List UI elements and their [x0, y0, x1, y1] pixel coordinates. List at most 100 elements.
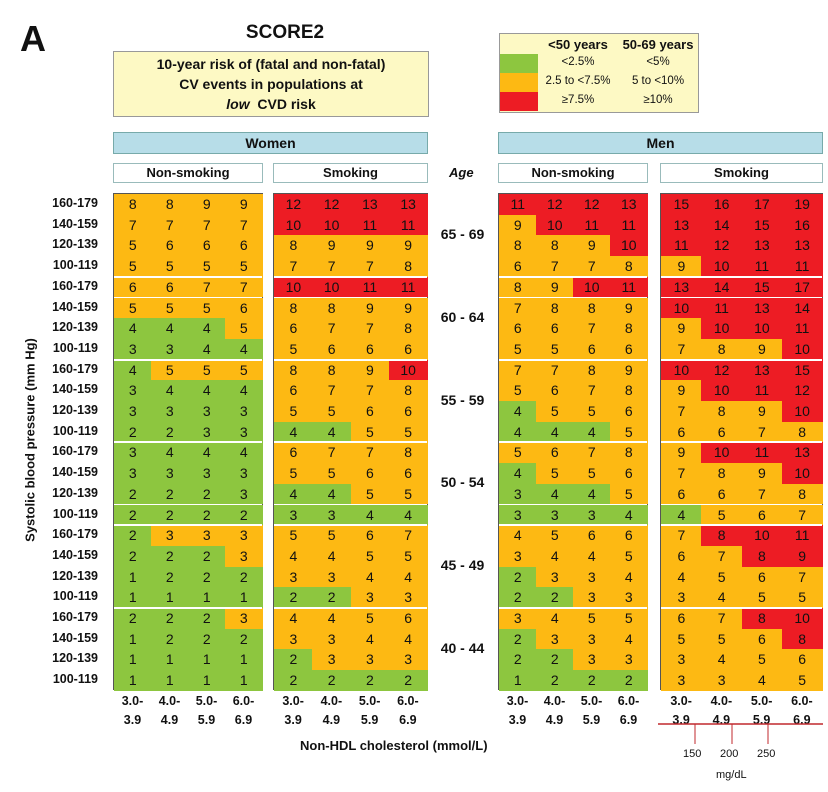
risk-cell-women-smoking: 9: [350, 359, 390, 381]
risk-cell-women-smoking: 7: [312, 442, 351, 464]
risk-cell-women-nonsmoking: 2: [151, 504, 189, 526]
risk-cell-women-nonsmoking: 4: [225, 442, 263, 464]
risk-cell-men-nonsmoking: 2: [499, 587, 537, 608]
risk-cell-men-smoking: 10: [781, 401, 823, 422]
risk-cell-men-smoking: 9: [741, 338, 783, 360]
risk-cell-men-nonsmoking: 5: [610, 421, 648, 443]
risk-cell-women-nonsmoking: 9: [188, 194, 226, 215]
risk-cell-women-smoking: 3: [388, 587, 428, 608]
risk-cell-women-smoking: 7: [388, 525, 428, 546]
risk-cell-men-nonsmoking: 7: [573, 442, 611, 464]
risk-cell-men-nonsmoking: 8: [573, 359, 611, 381]
cholesterol-tick-label: 5.9: [360, 713, 379, 727]
risk-cell-men-nonsmoking: 2: [573, 670, 611, 691]
risk-cell-men-nonsmoking: 10: [573, 276, 611, 298]
risk-cell-men-smoking: 15: [781, 359, 823, 381]
risk-cell-men-smoking: 13: [741, 359, 783, 381]
risk-cell-men-nonsmoking: 9: [573, 235, 611, 257]
risk-cell-men-nonsmoking: 5: [610, 545, 648, 567]
risk-cell-men-nonsmoking: 3: [610, 649, 648, 671]
risk-cell-women-nonsmoking: 6: [188, 235, 226, 257]
risk-cell-men-smoking: 5: [701, 566, 742, 588]
risk-cell-men-nonsmoking: 5: [573, 401, 611, 422]
risk-cell-women-nonsmoking: 5: [225, 256, 263, 277]
risk-cell-men-smoking: 13: [741, 297, 783, 319]
risk-cell-men-smoking: 11: [661, 235, 702, 257]
risk-cell-men-smoking: 5: [701, 504, 742, 526]
risk-cell-women-smoking: 6: [350, 463, 390, 484]
age-separator: [499, 607, 647, 609]
risk-cell-women-nonsmoking: 2: [151, 545, 189, 567]
description-line-1: 10-year risk of (fatal and non-fatal): [156, 56, 386, 72]
risk-cell-men-smoking: 13: [741, 235, 783, 257]
legend-low-50-69: <5%: [646, 56, 670, 68]
risk-cell-women-smoking: 6: [388, 608, 428, 629]
risk-cell-women-smoking: 11: [350, 214, 390, 236]
risk-cell-men-smoking: 4: [741, 670, 783, 691]
risk-cell-women-nonsmoking: 1: [188, 587, 226, 608]
risk-cell-men-nonsmoking: 3: [536, 566, 574, 588]
grid-men-smoking: 15 16 17 19 13 14 15 16 11 12 13 13 9 10 11 11 13 14 15 17 1…: [660, 193, 823, 691]
risk-cell-women-nonsmoking: 4: [114, 359, 152, 381]
bp-label: 140-159: [52, 547, 98, 562]
risk-cell-men-smoking: 11: [781, 256, 823, 277]
risk-cell-women-smoking: 13: [388, 194, 428, 215]
risk-cell-women-nonsmoking: 1: [225, 670, 263, 691]
risk-cell-men-smoking: 13: [661, 276, 702, 298]
risk-cell-men-nonsmoking: 5: [610, 483, 648, 505]
risk-cell-women-smoking: 4: [274, 421, 313, 443]
risk-cell-men-nonsmoking: 4: [536, 483, 574, 505]
women-header: Women: [113, 132, 428, 154]
cholesterol-tick-label: 6.9: [399, 713, 417, 727]
risk-cell-men-nonsmoking: 6: [573, 525, 611, 546]
risk-cell-women-smoking: 9: [312, 235, 351, 257]
risk-cell-women-smoking: 4: [388, 628, 428, 650]
risk-cell-women-nonsmoking: 2: [188, 628, 226, 650]
risk-cell-men-smoking: 14: [701, 276, 742, 298]
risk-cell-women-smoking: 8: [274, 235, 313, 257]
risk-cell-men-nonsmoking: 4: [610, 628, 648, 650]
risk-cell-men-smoking: 6: [741, 504, 783, 526]
risk-cell-men-smoking: 10: [701, 442, 742, 464]
risk-cell-women-smoking: 4: [350, 628, 390, 650]
risk-cell-men-smoking: 11: [781, 318, 823, 339]
risk-cell-men-smoking: 6: [701, 483, 742, 505]
risk-cell-men-nonsmoking: 2: [536, 587, 574, 608]
risk-cell-women-nonsmoking: 2: [151, 628, 189, 650]
risk-cell-men-smoking: 5: [781, 670, 823, 691]
risk-cell-women-smoking: 9: [388, 297, 428, 319]
risk-cell-women-nonsmoking: 4: [151, 380, 189, 401]
risk-cell-women-smoking: 5: [274, 401, 313, 422]
risk-cell-men-smoking: 10: [661, 359, 702, 381]
risk-cell-men-smoking: 5: [741, 649, 783, 671]
risk-cell-men-smoking: 7: [701, 545, 742, 567]
risk-cell-men-smoking: 10: [661, 297, 702, 319]
risk-cell-women-smoking: 10: [312, 214, 351, 236]
risk-cell-women-smoking: 5: [312, 525, 351, 546]
risk-cell-women-smoking: 3: [274, 628, 313, 650]
risk-cell-men-smoking: 3: [701, 670, 742, 691]
bp-label: 160-179: [52, 278, 98, 293]
risk-cell-men-nonsmoking: 3: [610, 587, 648, 608]
risk-cell-women-smoking: 4: [350, 504, 390, 526]
risk-cell-men-nonsmoking: 6: [499, 318, 537, 339]
cholesterol-tick-label: 5.9: [197, 713, 216, 727]
risk-cell-women-smoking: 2: [388, 670, 428, 691]
age-separator: [114, 607, 262, 609]
age-separator: [499, 275, 647, 278]
risk-cell-men-smoking: 13: [661, 214, 702, 236]
risk-cell-women-nonsmoking: 4: [225, 380, 263, 401]
mgdl-label-150: 150: [683, 748, 702, 760]
risk-cell-men-smoking: 7: [661, 401, 702, 422]
risk-cell-men-nonsmoking: 9: [499, 214, 537, 236]
risk-cell-women-nonsmoking: 1: [151, 670, 189, 691]
risk-cell-women-nonsmoking: 7: [114, 214, 152, 236]
risk-cell-women-nonsmoking: 5: [188, 359, 226, 381]
risk-cell-men-nonsmoking: 3: [573, 504, 611, 526]
panel-letter: A: [20, 18, 46, 59]
bp-label: 160-179: [52, 196, 98, 210]
risk-cell-men-smoking: 10: [701, 380, 742, 401]
risk-cell-men-smoking: 9: [661, 318, 702, 339]
risk-cell-men-nonsmoking: 8: [536, 297, 574, 319]
